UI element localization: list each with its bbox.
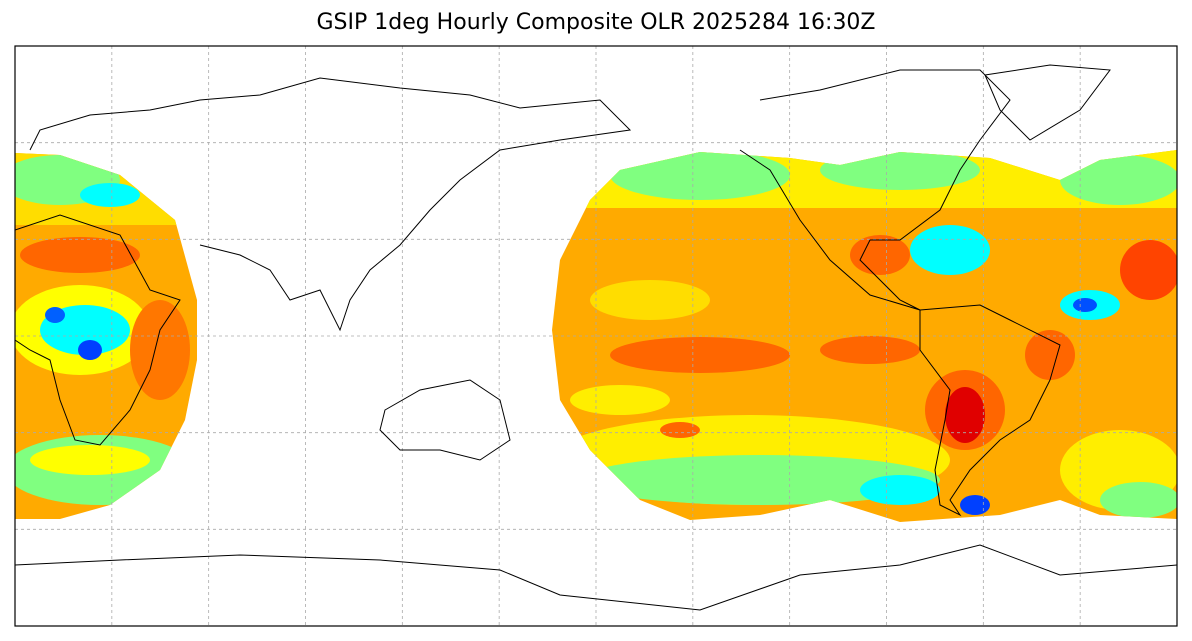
olr-field-left bbox=[15, 153, 197, 519]
coastline-africa bbox=[15, 214, 181, 446]
coastline-north-america bbox=[739, 69, 1011, 311]
coastline-australia bbox=[379, 379, 511, 461]
coastline-asia bbox=[29, 77, 632, 332]
coastline-antarctica bbox=[15, 544, 1177, 611]
gridlines bbox=[15, 46, 1177, 626]
coastline-south-america bbox=[919, 304, 1061, 517]
coastlines bbox=[15, 64, 1177, 611]
map-title: GSIP 1deg Hourly Composite OLR 2025284 1… bbox=[316, 10, 876, 35]
coastline-greenland bbox=[984, 64, 1111, 141]
map-frame bbox=[14, 45, 1178, 627]
